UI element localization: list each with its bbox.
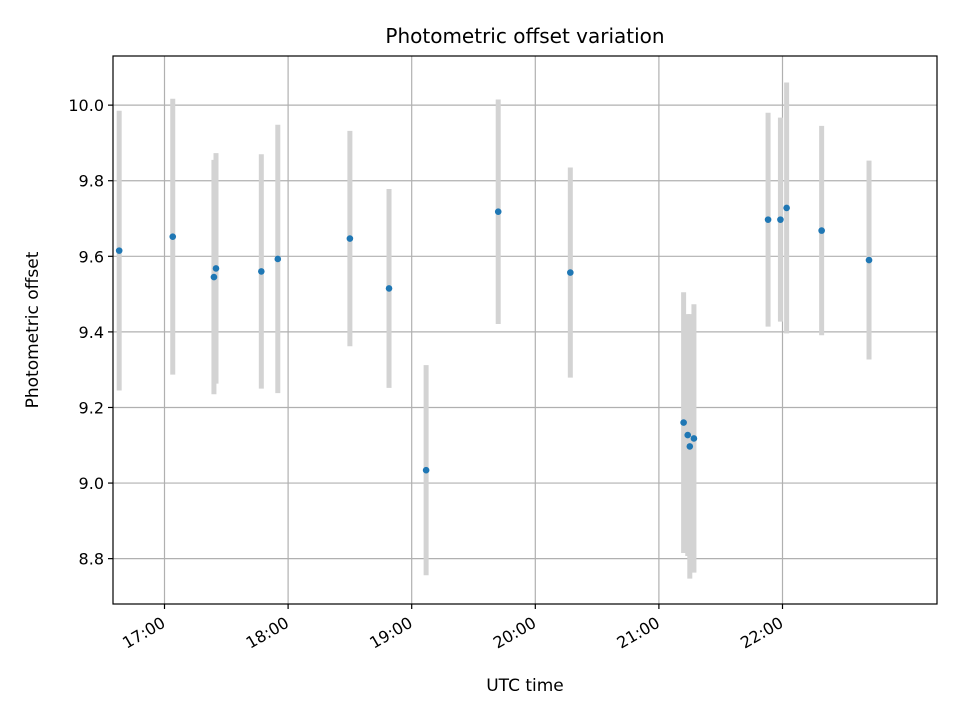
y-tick-label: 9.8 — [79, 172, 104, 191]
data-point — [494, 208, 502, 216]
x-axis-label: UTC time — [486, 676, 564, 696]
data-point — [385, 285, 393, 292]
data-point — [210, 273, 218, 281]
data-point — [422, 466, 430, 474]
data-point — [818, 227, 825, 234]
data-point — [684, 431, 692, 439]
data-point — [115, 247, 123, 254]
data-point — [274, 255, 282, 263]
data-point — [690, 435, 698, 442]
data-point — [764, 216, 772, 223]
data-point — [346, 235, 354, 242]
data-point — [686, 443, 694, 450]
y-tick-label: 8.8 — [79, 550, 104, 569]
y-tick-label: 10.0 — [68, 96, 104, 115]
data-point — [258, 268, 265, 275]
y-tick-label: 9.6 — [79, 247, 104, 266]
data-points — [115, 204, 873, 474]
chart-title: Photometric offset variation — [385, 24, 664, 48]
y-tick-label: 9.2 — [79, 398, 104, 417]
data-point — [680, 419, 687, 426]
data-point — [567, 269, 574, 276]
plot-area-frame — [112, 55, 938, 605]
y-tick-label: 9.4 — [79, 323, 104, 342]
data-point — [777, 216, 784, 223]
data-point — [212, 265, 220, 272]
data-point — [865, 256, 873, 264]
data-point — [783, 204, 790, 212]
y-axis-ticks: 8.8 9.0 9.2 9.4 9.6 9.8 10.0 — [68, 96, 113, 569]
data-point — [169, 233, 177, 240]
y-tick-label: 9.0 — [79, 474, 104, 493]
y-axis-label: Photometric offset — [23, 251, 43, 408]
